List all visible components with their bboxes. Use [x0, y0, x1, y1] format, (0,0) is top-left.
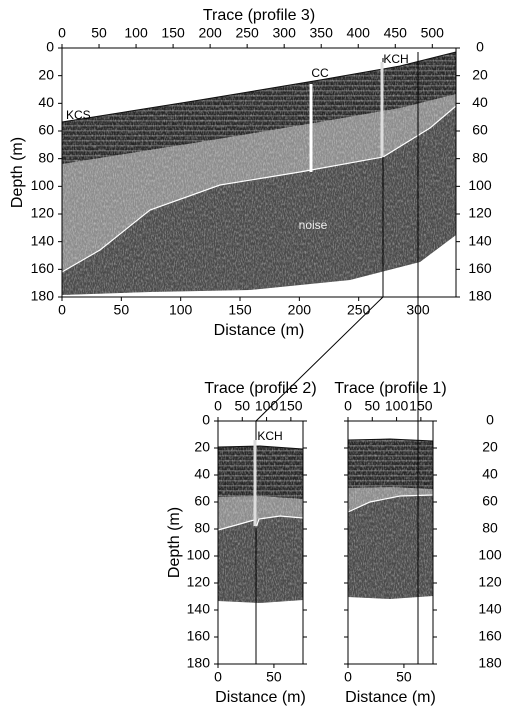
y-tick-label: 40: [194, 466, 210, 482]
frame: [347, 420, 434, 665]
y-tick-label: 180: [478, 655, 502, 671]
x2-tick-label: 350: [310, 25, 334, 41]
x2-tick-label: 300: [273, 25, 297, 41]
x-axis-label: Distance (m): [215, 689, 306, 706]
x-tick-label: 0: [344, 669, 352, 685]
y-tick-label: 120: [478, 574, 502, 590]
x-axis-label: Distance (m): [214, 322, 305, 339]
annotation: noise: [299, 218, 328, 232]
x2-tick-label: 200: [198, 25, 222, 41]
y-tick-label: 20: [472, 66, 488, 82]
x2-tick-label: 0: [58, 25, 66, 41]
x-tick-label: 200: [288, 302, 312, 318]
y-tick-label: 80: [472, 149, 488, 165]
y-tick-label: 80: [482, 520, 498, 536]
x2-axis-label: Trace (profile 1): [334, 380, 446, 397]
x2-tick-label: 250: [235, 25, 259, 41]
annotation: KCS: [66, 108, 91, 122]
x2-tick-label: 50: [234, 398, 250, 414]
y-tick-label: 100: [478, 547, 502, 563]
x2-axis-label: Trace (profile 2): [204, 380, 316, 397]
y-tick-label: 0: [202, 412, 210, 428]
grain: [348, 439, 433, 599]
y-tick-label: 100: [187, 547, 211, 563]
y-tick-label: 160: [31, 260, 55, 276]
y-tick-label: 60: [472, 122, 488, 138]
y-tick-label: 20: [38, 66, 54, 82]
frame: [61, 47, 457, 298]
x2-tick-label: 0: [344, 398, 352, 414]
x-tick-label: 50: [266, 669, 282, 685]
connector: [255, 296, 384, 422]
annotation: CC: [311, 66, 329, 80]
y-tick-label: 40: [472, 94, 488, 110]
x2-tick-label: 100: [255, 398, 279, 414]
y-tick-label: 160: [468, 260, 492, 276]
x2-tick-label: 100: [124, 25, 148, 41]
y-tick-label: 100: [468, 177, 492, 193]
x2-tick-label: 0: [214, 398, 222, 414]
x2-tick-label: 50: [91, 25, 107, 41]
y-tick-label: 140: [31, 232, 55, 248]
y-tick-label: 60: [482, 493, 498, 509]
x2-tick-label: 100: [385, 398, 409, 414]
x-tick-label: 150: [228, 302, 252, 318]
y-tick-label: 140: [187, 601, 211, 617]
x2-axis-label: Trace (profile 3): [203, 7, 315, 24]
x-tick-label: 300: [406, 302, 430, 318]
y-tick-label: 0: [486, 412, 494, 428]
x-tick-label: 0: [58, 302, 66, 318]
x-tick-label: 50: [396, 669, 412, 685]
y-tick-label: 120: [187, 574, 211, 590]
y-tick-label: 80: [38, 149, 54, 165]
y-tick-label: 40: [38, 94, 54, 110]
grain: [218, 446, 303, 603]
grain: [62, 52, 456, 295]
x-axis-label: Distance (m): [345, 689, 436, 706]
reflector: [61, 105, 457, 273]
y-tick-label: 0: [46, 39, 54, 55]
y-tick-label: 180: [187, 655, 211, 671]
y-axis-label: Depth (m): [9, 137, 26, 208]
y-tick-label: 80: [194, 520, 210, 536]
y-tick-label: 120: [468, 205, 492, 221]
x-tick-label: 250: [347, 302, 371, 318]
x2-tick-label: 50: [364, 398, 380, 414]
y-tick-label: 60: [38, 122, 54, 138]
y-tick-label: 160: [478, 628, 502, 644]
y-tick-label: 0: [476, 39, 484, 55]
seafloor: [61, 51, 457, 123]
y-tick-label: 40: [482, 466, 498, 482]
y-tick-label: 160: [187, 628, 211, 644]
y-tick-label: 20: [482, 439, 498, 455]
x2-tick-label: 150: [161, 25, 185, 41]
y-tick-label: 60: [194, 493, 210, 509]
reflector: [347, 494, 434, 513]
y-tick-label: 20: [194, 439, 210, 455]
y-tick-label: 180: [31, 288, 55, 304]
y-tick-label: 100: [31, 177, 55, 193]
annotation: KCH: [257, 429, 282, 443]
x-tick-label: 100: [169, 302, 193, 318]
y-axis-label: Depth (m): [166, 507, 183, 578]
x-tick-label: 50: [114, 302, 130, 318]
annotation: KCH: [383, 52, 408, 66]
y-tick-label: 140: [478, 601, 502, 617]
y-tick-label: 140: [468, 232, 492, 248]
x2-tick-label: 150: [279, 398, 303, 414]
y-tick-label: 120: [31, 205, 55, 221]
frame: [217, 420, 304, 665]
x2-tick-label: 450: [384, 25, 408, 41]
x2-tick-label: 400: [347, 25, 371, 41]
seafloor: [347, 438, 434, 442]
x2-tick-label: 500: [421, 25, 445, 41]
x2-tick-label: 150: [409, 398, 433, 414]
x-tick-label: 0: [214, 669, 222, 685]
y-tick-label: 180: [468, 288, 492, 304]
seafloor: [217, 445, 304, 450]
